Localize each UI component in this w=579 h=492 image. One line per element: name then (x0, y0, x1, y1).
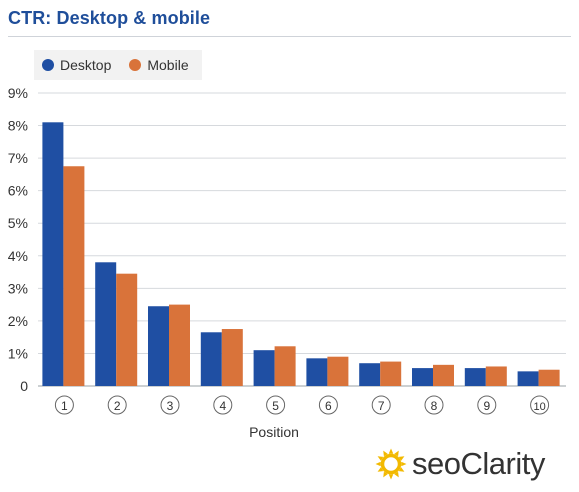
y-tick-label: 4% (8, 248, 28, 264)
y-tick-label: 9% (8, 85, 28, 101)
x-tick-circle (160, 395, 180, 415)
y-tick-label: 3% (8, 280, 28, 296)
bar-desktop (95, 262, 117, 386)
sun-ray (377, 456, 384, 461)
x-tick-label: 3 (167, 399, 174, 413)
chart-title: CTR: Desktop & mobile (8, 8, 211, 28)
sun-ray (401, 461, 407, 467)
y-tick-label: 2% (8, 313, 28, 329)
legend-item-desktop: Desktop (42, 57, 111, 73)
bar-desktop (306, 358, 328, 386)
x-tick-label: 9 (483, 399, 490, 413)
bar-mobile (538, 369, 560, 386)
x-tick-label: 7 (378, 399, 385, 413)
x-tick-label: 5 (272, 399, 279, 413)
title-divider (8, 36, 571, 37)
sun-ray (394, 471, 399, 478)
x-tick-circle (530, 395, 550, 415)
y-tick-label: 8% (8, 118, 28, 134)
x-tick-circle (424, 395, 444, 415)
x-tick-circle (318, 395, 338, 415)
sun-ray (394, 450, 399, 457)
bar-mobile (63, 166, 85, 386)
x-tick-label: 2 (114, 399, 121, 413)
x-axis-label: Position (249, 424, 299, 440)
legend-label-mobile: Mobile (147, 57, 189, 73)
bar-mobile (221, 329, 243, 386)
bar-mobile (327, 356, 349, 386)
seoclarity-logo: seoClarity (374, 446, 545, 482)
sun-ray (388, 448, 394, 454)
x-tick-label: 10 (533, 401, 545, 413)
bar-desktop (517, 371, 539, 386)
x-tick-circle (371, 395, 391, 415)
legend-swatch-desktop (42, 59, 54, 71)
x-tick-label: 8 (431, 399, 438, 413)
bar-desktop (412, 368, 433, 386)
bar-mobile (116, 273, 138, 386)
y-tick-label: 6% (8, 183, 28, 199)
x-tick-label: 4 (219, 399, 226, 413)
x-tick-circle (213, 395, 233, 415)
x-tick-circle (477, 395, 497, 415)
y-tick-label: 5% (8, 215, 28, 231)
sun-ray (377, 467, 384, 472)
x-tick-label: 1 (61, 399, 68, 413)
bar-desktop (200, 332, 222, 386)
bar-mobile (485, 366, 507, 386)
chart-legend: Desktop Mobile (34, 50, 202, 80)
legend-label-desktop: Desktop (60, 57, 112, 73)
bar-mobile (169, 304, 190, 386)
bar-desktop (464, 368, 486, 386)
legend-swatch-mobile (129, 59, 142, 71)
bar-mobile (433, 364, 454, 386)
bar-desktop (42, 122, 64, 387)
bar-mobile (274, 346, 296, 386)
bar-desktop (253, 350, 275, 386)
sun-ray (383, 450, 388, 457)
logo-text: seoClarity (412, 446, 545, 481)
sun-icon (375, 448, 407, 480)
sun-ray (398, 467, 405, 472)
x-tick-circle (266, 395, 286, 415)
sun-ray (398, 456, 405, 461)
bar-desktop (359, 363, 381, 386)
x-tick-circle (54, 395, 74, 415)
y-tick-label: 1% (8, 345, 28, 361)
y-tick-label: 0 (20, 378, 28, 394)
x-tick-label: 6 (325, 399, 332, 413)
bar-mobile (380, 361, 402, 386)
sun-ray (375, 461, 381, 467)
x-tick-circle (107, 395, 127, 415)
bar-desktop (148, 306, 169, 386)
sun-ray (388, 474, 394, 480)
y-tick-label: 7% (8, 150, 28, 166)
sun-ray (383, 471, 388, 478)
legend-item-mobile: Mobile (129, 57, 189, 73)
